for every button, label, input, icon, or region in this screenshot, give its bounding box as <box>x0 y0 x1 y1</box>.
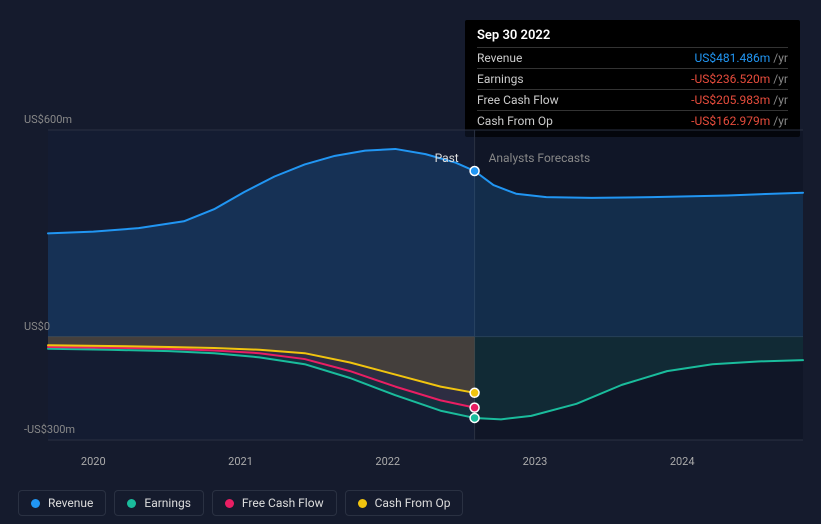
legend-item-revenue[interactable]: Revenue <box>18 490 106 516</box>
tooltip-row-value-wrap: -US$236.520m/yr <box>691 72 788 86</box>
legend-dot-icon <box>31 499 40 508</box>
x-axis-label: 2024 <box>670 455 695 468</box>
legend-item-label: Cash From Op <box>375 496 451 510</box>
tooltip-row: Free Cash Flow -US$205.983m/yr <box>477 89 788 110</box>
financials-chart[interactable]: Past Analysts Forecasts US$600mUS$0-US$3… <box>18 130 803 460</box>
legend-item-free-cash-flow[interactable]: Free Cash Flow <box>212 490 337 516</box>
chart-svg <box>18 130 803 440</box>
legend-dot-icon <box>358 499 367 508</box>
tooltip-row-label: Revenue <box>477 51 522 65</box>
tooltip-row-value-wrap: -US$162.979m/yr <box>691 114 788 128</box>
y-axis-label: -US$300m <box>24 423 75 436</box>
x-axis-label: 2023 <box>523 455 548 468</box>
tooltip-row-value-wrap: -US$205.983m/yr <box>691 93 788 107</box>
tooltip-row-value: US$481.486m <box>694 51 770 65</box>
tooltip-date: Sep 30 2022 <box>477 28 788 43</box>
y-axis-label: US$0 <box>24 320 50 333</box>
x-axis-label: 2021 <box>228 455 253 468</box>
tooltip-row-label: Free Cash Flow <box>477 93 559 107</box>
x-axis-label: 2020 <box>81 455 106 468</box>
tooltip-row-value: -US$205.983m <box>691 93 770 107</box>
tooltip-row-unit: /yr <box>773 93 788 107</box>
forecast-label: Analysts Forecasts <box>489 151 591 165</box>
legend: Revenue Earnings Free Cash Flow Cash From O… <box>18 490 463 516</box>
legend-item-label: Earnings <box>144 496 191 510</box>
tooltip-row-label: Cash From Op <box>477 114 553 128</box>
past-label: Past <box>435 151 459 165</box>
legend-item-earnings[interactable]: Earnings <box>114 490 204 516</box>
legend-item-label: Free Cash Flow <box>242 496 324 510</box>
tooltip-row-label: Earnings <box>477 72 524 86</box>
y-axis-label: US$600m <box>24 113 72 126</box>
tooltip-row-unit: /yr <box>773 72 788 86</box>
legend-dot-icon <box>127 499 136 508</box>
tooltip-row-unit: /yr <box>773 114 788 128</box>
tooltip-row-unit: /yr <box>773 51 788 65</box>
tooltip-row-value: -US$236.520m <box>691 72 770 86</box>
legend-item-label: Revenue <box>48 496 93 510</box>
tooltip-row: Revenue US$481.486m/yr <box>477 47 788 68</box>
chart-tooltip: Sep 30 2022 RevenueUS$481.486m/yrEarning… <box>465 20 800 137</box>
tooltip-row-value: -US$162.979m <box>691 114 770 128</box>
legend-item-cash-from-op[interactable]: Cash From Op <box>345 490 464 516</box>
x-axis-label: 2022 <box>375 455 400 468</box>
legend-dot-icon <box>225 499 234 508</box>
tooltip-row: Earnings -US$236.520m/yr <box>477 68 788 89</box>
tooltip-row-value-wrap: US$481.486m/yr <box>694 51 788 65</box>
tooltip-row: Cash From Op -US$162.979m/yr <box>477 110 788 131</box>
